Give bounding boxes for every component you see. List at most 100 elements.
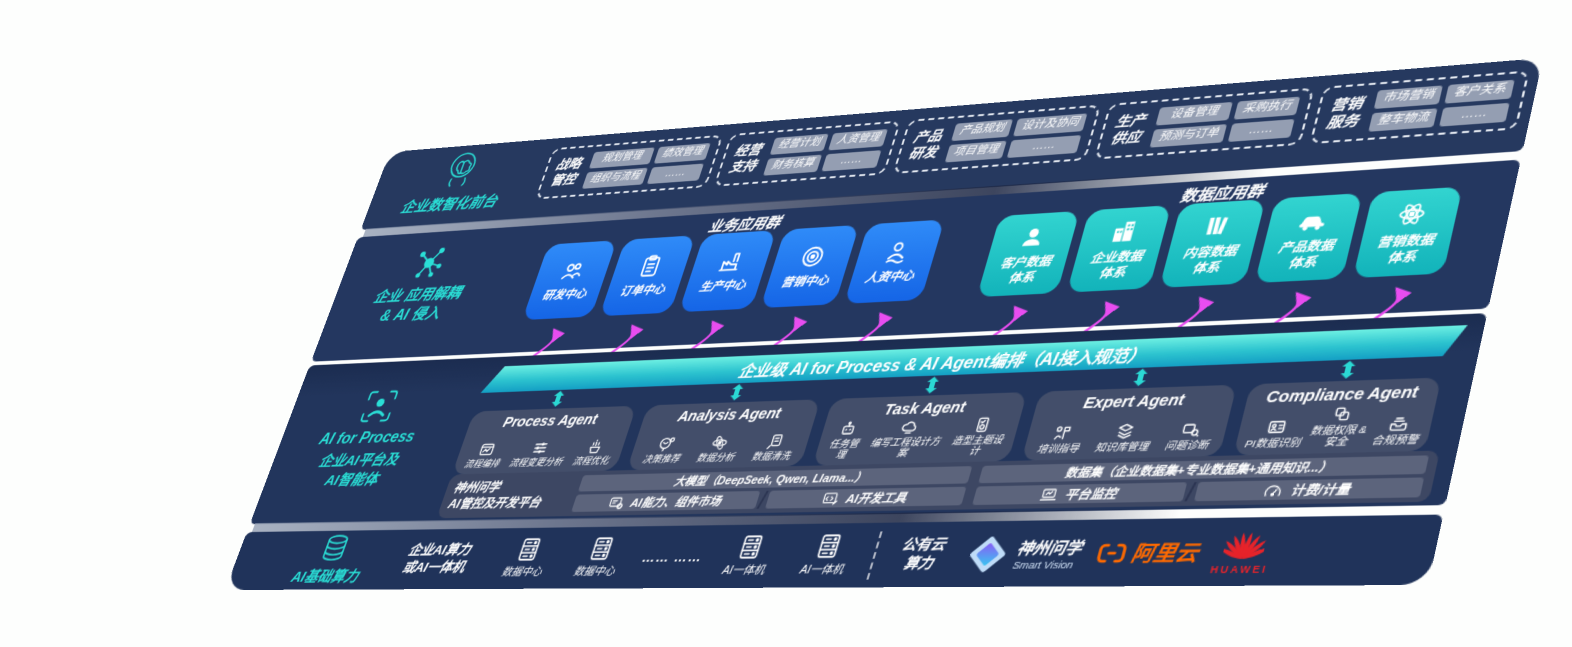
app-box-label: 企业数据 体系 xyxy=(1088,248,1145,281)
task-robot-icon xyxy=(837,420,860,438)
library-icon xyxy=(1199,211,1235,240)
tag: 绩效管理 xyxy=(653,143,711,164)
decouple-label: 企业 应用解耦 & AI 侵入 xyxy=(371,285,464,325)
tag: 整车物流 xyxy=(1368,108,1438,132)
server-icon xyxy=(586,536,617,561)
tag: 规划管理 xyxy=(588,147,655,169)
tag: 组织与流程 xyxy=(581,167,648,189)
building-icon xyxy=(1106,217,1141,245)
group-title: 营销 服务 xyxy=(1324,94,1365,131)
node-label: 数据中心 xyxy=(571,565,617,579)
box-marketing-center: 营销中心 xyxy=(760,224,860,309)
metering-cell: 计费/计量 xyxy=(1193,477,1425,502)
group-operation: 经营 支持 经营计划 人资管理 财务核算 …… xyxy=(713,120,902,187)
production-icon xyxy=(714,248,747,275)
agent-item-label: 流程优化 xyxy=(571,455,611,468)
tag: 采购执行 xyxy=(1233,96,1301,120)
agent-item-label: 流程变更分析 xyxy=(507,456,565,469)
front-office-label: 企业数智化前台 xyxy=(398,193,500,217)
database-icon xyxy=(315,533,356,563)
box-marketing-data: 营销数据 体系 xyxy=(1352,186,1463,279)
node-label: AI一体机 xyxy=(798,563,846,577)
ai-appliance-node: AI一体机 xyxy=(787,533,865,578)
box-customer-data: 客户数据 体系 xyxy=(976,210,1080,298)
app-box-label: 订单中心 xyxy=(617,282,668,299)
theme-design-icon xyxy=(970,415,993,434)
app-box-label: 内容数据 体系 xyxy=(1181,243,1239,276)
decouple-molecule-icon xyxy=(405,243,453,282)
cell-label: AI能力、组件市场 xyxy=(628,495,723,510)
compliance-alert-icon xyxy=(1386,414,1411,434)
workflow-icon xyxy=(476,440,497,457)
tag: 项目管理 xyxy=(944,140,1007,163)
app-box-label: 产品数据 体系 xyxy=(1277,237,1336,271)
tag: …… xyxy=(1227,119,1295,142)
box-product-data: 产品数据 体系 xyxy=(1254,192,1363,284)
tag: 产品规划 xyxy=(951,119,1013,142)
tag: 人资管理 xyxy=(828,129,888,151)
app-box-label: 人资中心 xyxy=(863,268,917,286)
monitor-cell: 平台监控 xyxy=(972,482,1188,506)
agent-item-label: 决策推荐 xyxy=(640,453,682,466)
tag: 市场营销 xyxy=(1373,85,1443,110)
tag: 预测与订单 xyxy=(1149,124,1228,148)
group-title: 产品 研发 xyxy=(906,127,945,162)
agent-item-label: 培训指导 xyxy=(1035,442,1081,456)
datacenter-node: 数据中心 xyxy=(562,536,636,579)
huawei-logo: HUAWEI xyxy=(1209,527,1278,575)
agent-item-label: 合规预警 xyxy=(1370,434,1420,449)
dev-tools-cell: AI开发工具 xyxy=(764,486,967,509)
dev-tools-icon xyxy=(820,491,841,506)
server-icon xyxy=(735,534,767,560)
change-sliders-icon xyxy=(530,439,552,456)
node-label: AI一体机 xyxy=(720,563,767,578)
compute-label: AI基础算力 xyxy=(288,568,362,586)
server-icon xyxy=(514,537,545,562)
group-title: 经营 支持 xyxy=(727,141,764,175)
atom-icon xyxy=(1393,199,1430,229)
decision-head-icon xyxy=(655,435,677,453)
tag: …… xyxy=(646,163,704,184)
process-agent-card: Process Agent 流程编排 流程变更分析 流程优化 xyxy=(451,405,637,475)
vertical-dashed-divider xyxy=(866,530,883,580)
group-production-supply: 生产 供应 设备管理 采购执行 预测与订单 …… xyxy=(1094,87,1315,160)
app-box-label: 研发中心 xyxy=(540,286,589,303)
agent-item-label: 数据分析 xyxy=(694,451,736,464)
box-hr-center: 人资中心 xyxy=(843,219,945,304)
tag: …… xyxy=(1006,135,1082,158)
agent-item-label: 任务管理 xyxy=(827,438,861,462)
analysis-agent-card: Analysis Agent 决策推荐 数据分析 数据清洗 xyxy=(626,399,821,471)
training-icon xyxy=(1050,423,1074,442)
tag: 设计及协同 xyxy=(1013,113,1088,137)
optimize-icon xyxy=(585,437,607,455)
data-lock-icon xyxy=(1330,404,1355,424)
agent-title: Analysis Agent xyxy=(675,405,783,426)
app-box-label: 营销中心 xyxy=(779,273,831,290)
agent-item-label: 数据清洗 xyxy=(749,450,792,463)
group-title: 战略 管控 xyxy=(548,155,584,188)
node-label: 数据中心 xyxy=(499,565,544,579)
enterprise-compute-label: 企业AI算力 或AI一体机 xyxy=(400,541,474,575)
ai-market-cell: AI能力、组件市场 xyxy=(571,490,761,512)
huawei-flower-icon xyxy=(1220,527,1270,562)
ellipsis-dots: …… …… xyxy=(640,548,706,566)
agent-item-label: PI数据识别 xyxy=(1243,437,1302,452)
agent-item-label: 问题诊断 xyxy=(1163,438,1210,453)
expert-agent-card: Expert Agent 培训指导 知识库管理 问题诊断 xyxy=(1021,384,1237,461)
brain-icon xyxy=(438,149,486,189)
group-strategy: 战略 管控 规划管理 绩效管理 组织与流程 …… xyxy=(534,134,724,200)
huawei-label: HUAWEI xyxy=(1208,563,1269,576)
clipboard-icon xyxy=(634,253,666,279)
scan-person-icon xyxy=(356,388,402,426)
group-title: 生产 供应 xyxy=(1109,111,1148,147)
datacenter-node: 数据中心 xyxy=(490,537,563,580)
aiprocess-label-cn: 企业AI平台及 AI智能体 xyxy=(316,451,401,489)
cloud-design-icon xyxy=(898,418,921,437)
gauge-icon xyxy=(1263,482,1285,498)
data-clean-icon xyxy=(764,432,787,450)
smartvision-cn-label: 神州问学 xyxy=(1014,539,1085,559)
team-icon xyxy=(557,258,589,284)
task-agent-card: Task Agent 任务管理 编写工程设计方案 造型主题设计 xyxy=(812,392,1028,466)
group-marketing-service: 营销 服务 市场营销 客户关系 整车物流 …… xyxy=(1309,70,1530,145)
